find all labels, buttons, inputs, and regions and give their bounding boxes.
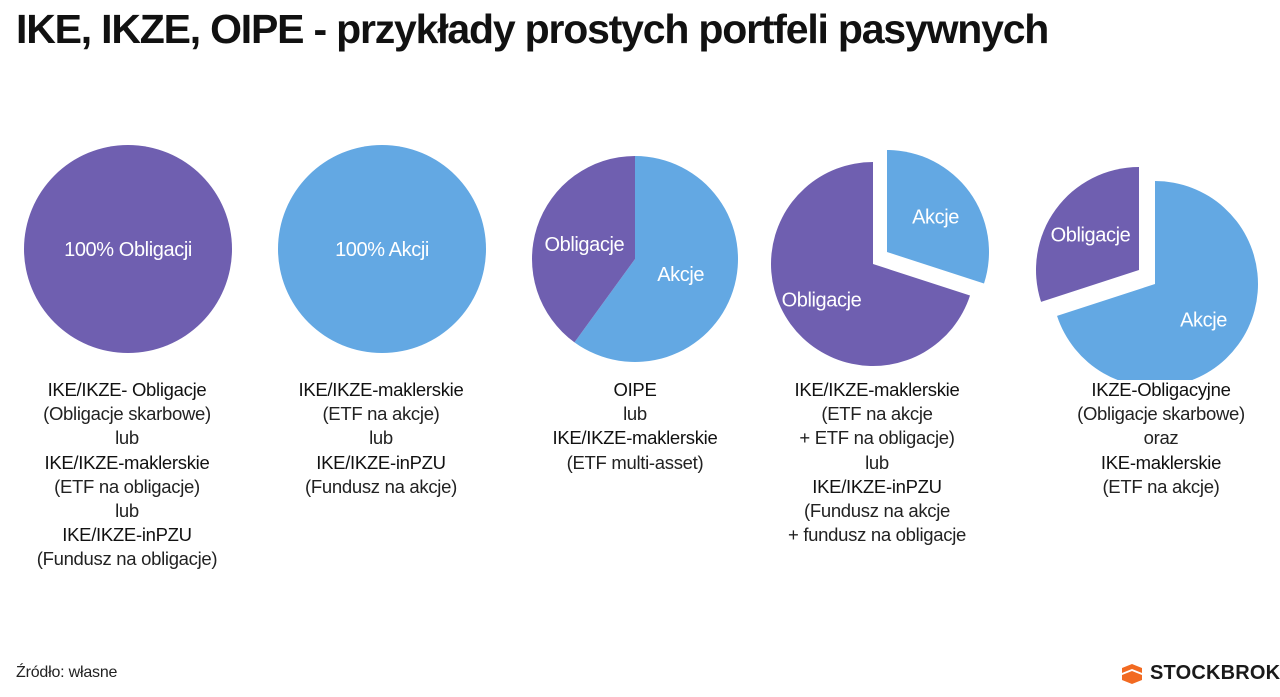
description-1-line-6: lub: [115, 500, 139, 522]
description-2-line-5: (Fundusz na akcje): [305, 475, 457, 497]
description-5-line-5: (ETF na akcje): [1102, 475, 1220, 497]
description-3-line-2: lub: [623, 403, 647, 425]
pie-3-slice-akcje: [574, 156, 738, 362]
portfolio-description-2: IKE/IKZE-maklerskie (ETF na akcje) lub IKE/…: [251, 378, 511, 499]
pie-1-slice-100-obligacji: [24, 145, 232, 353]
description-2-line-3: lub: [369, 427, 393, 449]
pie-4-label-2: Obligacje: [782, 289, 862, 311]
description-5-line-3: oraz: [1143, 427, 1179, 449]
description-2-line-2: (ETF na akcje): [322, 403, 440, 425]
pie-4-slice-obligacje: [770, 162, 971, 366]
description-3-line-3: IKE/IKZE-maklerskie: [552, 427, 718, 449]
portfolio-description-3: OIPE lub IKE/IKZE-maklerskie (ETF multi-ass…: [505, 378, 765, 475]
portfolio-description-1: IKE/IKZE- Obligacje (Obligacje skarbowe) l…: [0, 378, 257, 572]
pie-3-slice-obligacje: [532, 156, 635, 343]
source-note: Źródło: własne: [16, 664, 118, 681]
description-3-line-1: OIPE: [613, 379, 657, 400]
pie-5-label-2: Obligacje: [1051, 225, 1131, 247]
page-title: IKE, IKZE, OIPE - przykłady prostych por…: [16, 6, 1049, 52]
portfolio-description-4: IKE/IKZE-maklerskie (ETF na akcje + ETF na…: [747, 378, 1007, 547]
pie-5-slice-akcje: [1057, 181, 1258, 380]
description-5-line-2: (Obligacje skarbowe): [1077, 403, 1245, 425]
description-2-line-4: IKE/IKZE-inPZU: [316, 451, 446, 473]
pie-2-slice-100-akcji: [278, 145, 486, 353]
description-1-line-7: IKE/IKZE-inPZU: [62, 524, 192, 546]
description-1-line-8: (Fundusz na obligacje): [36, 548, 218, 570]
brand-name: STOCKBROKER: [1150, 662, 1280, 684]
description-4-line-1: IKE/IKZE-maklerskie: [794, 379, 960, 400]
pie-1-label-1: 100% Obligacji: [64, 239, 192, 261]
stockbroker-logo-icon: [1122, 663, 1142, 684]
pie-charts: 100% Obligacji 100% Akcji Akcje Obligacje Ak…: [24, 145, 1258, 380]
description-2-line-1: IKE/IKZE-maklerskie: [298, 379, 464, 400]
description-1-line-4: IKE/IKZE-maklerskie: [44, 451, 210, 473]
pie-4-slice-akcje: [887, 150, 989, 284]
description-4-line-4: lub: [865, 451, 889, 473]
description-1-line-5: (ETF na obligacje): [54, 475, 200, 497]
pie-3-label-2: Obligacje: [544, 234, 624, 256]
description-1-line-1: IKE/IKZE- Obligacje: [47, 379, 207, 400]
description-4-line-3: + ETF na obligacje): [799, 427, 955, 449]
description-4-line-2: (ETF na akcje: [821, 403, 933, 425]
pie-5-label-1: Akcje: [1180, 309, 1227, 331]
pie-5-slice-obligacje: [1036, 167, 1139, 302]
description-4-line-6: (Fundusz na akcje: [803, 500, 951, 522]
pie-3-label-1: Akcje: [657, 264, 704, 286]
pie-2-label-1: 100% Akcji: [335, 239, 429, 261]
portfolio-description-5: IKZE-Obligacyjne (Obligacje skarbowe) oraz…: [1031, 378, 1280, 499]
brand-logo: STOCKBROKER: [1120, 662, 1280, 685]
description-1-line-3: lub: [115, 427, 139, 449]
description-4-line-7: + fundusz na obligacje: [787, 524, 967, 546]
description-5-line-4: IKE-maklerskie: [1100, 451, 1222, 473]
pie-4-label-1: Akcje: [912, 207, 959, 229]
description-3-line-4: (ETF multi-asset): [566, 451, 704, 473]
description-5-line-1: IKZE-Obligacyjne: [1091, 379, 1231, 400]
description-1-line-2: (Obligacje skarbowe): [43, 403, 211, 425]
description-4-line-5: IKE/IKZE-inPZU: [812, 475, 942, 497]
